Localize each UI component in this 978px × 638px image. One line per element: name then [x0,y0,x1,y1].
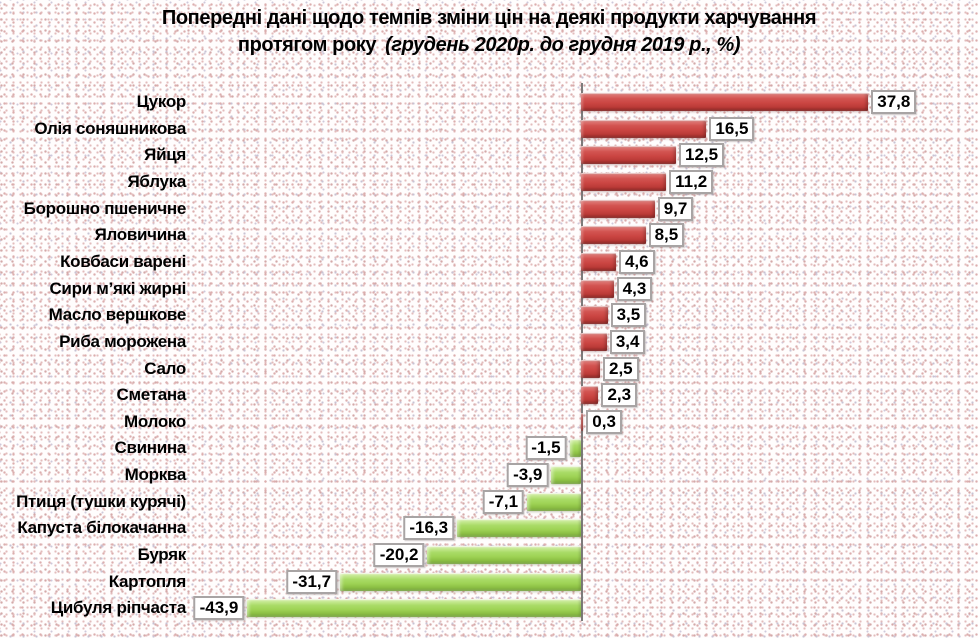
category-label: Цибуля ріпчаста [50,598,187,618]
bar-negative [527,492,581,511]
bar-positive [581,172,667,191]
zero-axis-line [581,83,583,622]
chart-title-line-1: Попередні дані щодо темпів зміни цін на … [161,7,817,29]
category-label: Риба морожена [59,331,186,351]
value-label: -7,1 [482,489,525,514]
bar-positive [581,386,599,405]
bar-positive [581,306,608,325]
bar-positive [581,252,616,271]
bar-negative [427,546,581,565]
chart-title-line-2: протягом року (грудень 2020р. до грудня 2… [0,32,978,59]
value-label: -3,9 [507,463,549,488]
bar-negative [247,599,581,618]
category-label: Борошно пшеничне [23,198,187,218]
value-label: -20,2 [373,543,425,568]
bar-positive [581,146,676,165]
bar-positive [581,279,614,298]
category-label: Яблука [127,171,187,191]
value-label: -43,9 [193,596,245,621]
bar-positive [581,332,607,351]
value-label: 3,4 [609,329,646,354]
chart-title: Попередні дані щодо темпів зміни цін на … [0,5,978,59]
category-label: Сметана [116,385,187,405]
value-label: 9,7 [657,196,694,221]
value-label: -1,5 [525,436,567,461]
bar-negative [340,572,581,591]
bar-positive [581,199,655,218]
value-label: 2,3 [601,383,638,408]
category-label: Молоко [124,411,186,431]
bar-positive [581,412,584,431]
category-label: Свинина [114,438,186,458]
category-label: Масло вершкове [48,305,187,325]
value-label: 3,5 [610,303,647,328]
bar-positive [581,119,707,138]
value-label: 4,3 [616,276,653,301]
chart-title-line-2-regular: протягом року [237,34,377,56]
bar-negative [551,466,581,485]
category-label: Буряк [137,545,187,565]
chart-title-line-2-italic: (грудень 2020р. до грудня 2019 р., %) [385,34,741,56]
category-label: Цукор [136,92,187,111]
bar-negative [457,519,581,538]
category-label: Картопля [108,571,187,591]
value-label: 37,8 [871,90,917,114]
bar-negative [569,439,581,458]
value-label: 12,5 [679,143,725,168]
category-label: Яловичина [94,225,187,245]
value-label: 2,5 [603,356,639,381]
value-label: 0,3 [586,409,622,434]
category-label: Птиця (тушки курячі) [16,491,186,511]
category-label: Яйця [144,145,186,165]
value-label: 11,2 [669,169,714,194]
value-label: -16,3 [403,516,455,541]
value-label: 4,6 [618,249,655,274]
bar-positive [581,93,869,111]
category-label: Сири м’які жирні [49,278,186,298]
category-label: Олія соняшникова [34,118,186,138]
value-label: 8,5 [648,223,685,248]
category-label: Ковбаси варені [60,251,186,271]
category-label: Морква [124,465,187,485]
value-label: -31,7 [286,569,338,594]
bar-positive [581,359,600,378]
category-label: Сало [144,358,186,378]
value-label: 16,5 [709,116,755,141]
bar-positive [581,226,646,245]
category-label: Капуста білокачанна [17,518,186,538]
